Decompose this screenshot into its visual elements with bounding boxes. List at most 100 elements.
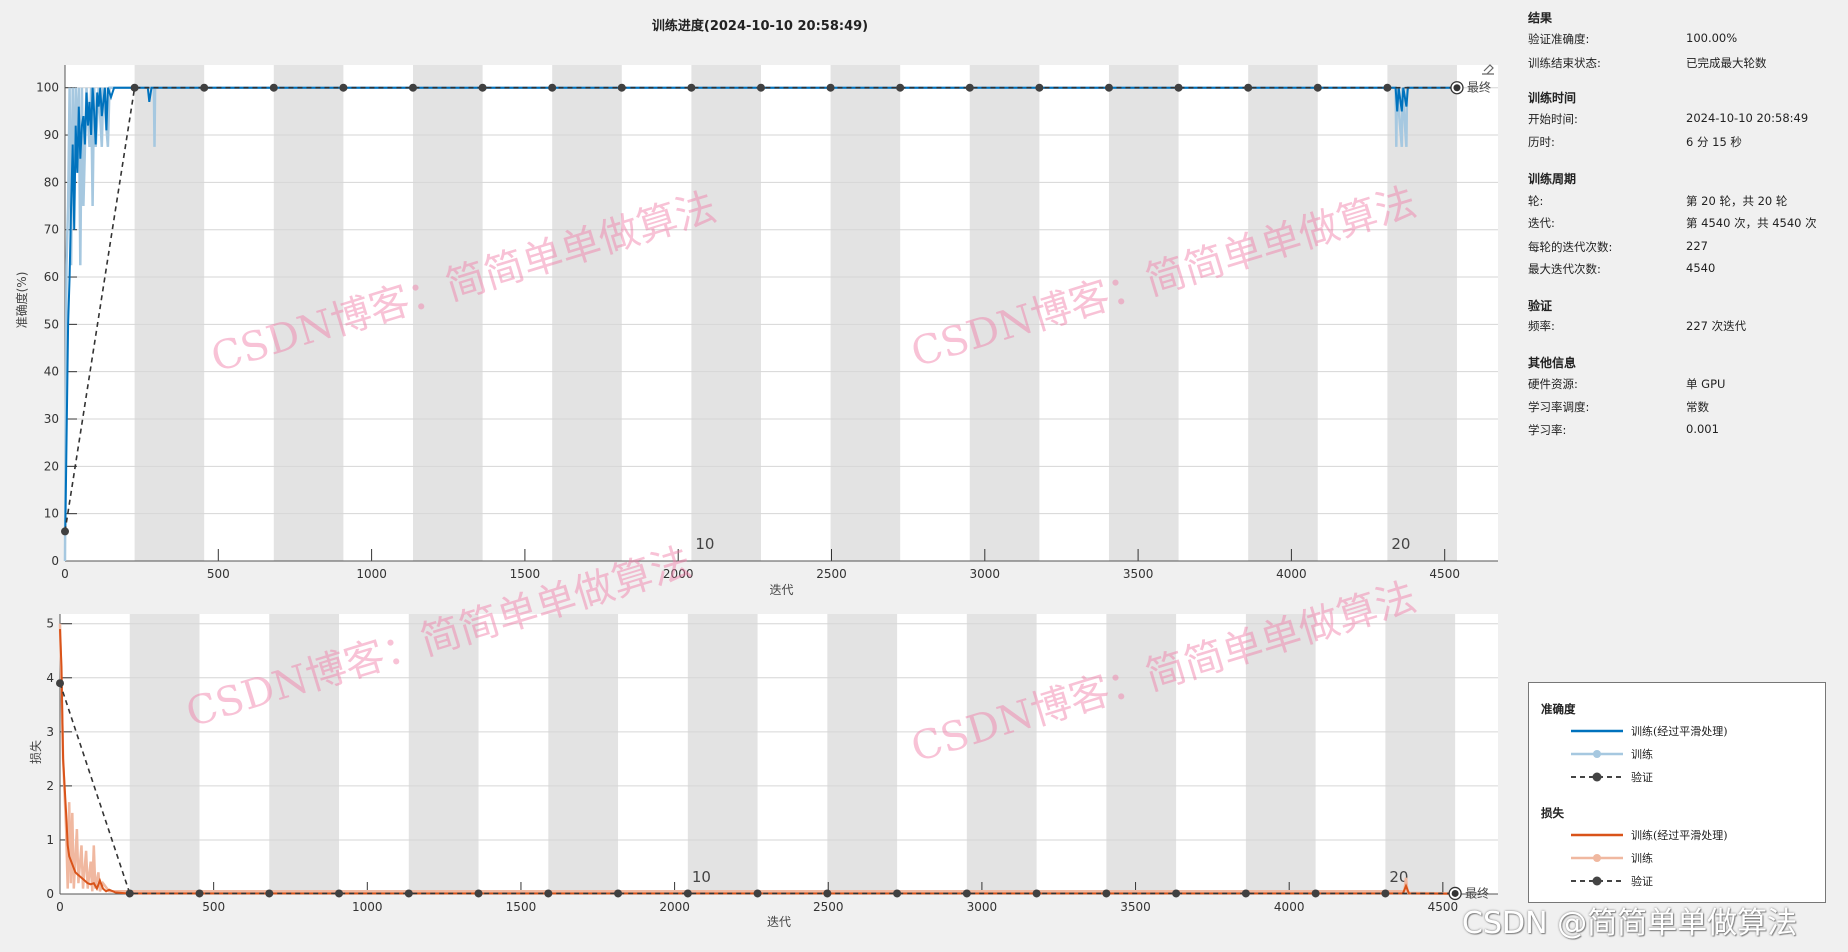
validation-point — [756, 83, 765, 92]
legend-acc-train: 训练 — [1569, 747, 1819, 761]
info-label: 频率: — [1528, 319, 1555, 333]
epoch-band — [408, 614, 479, 894]
epoch-band — [1385, 614, 1456, 894]
x-tick-label: 3500 — [1120, 900, 1151, 914]
smoothed-series-line — [64, 86, 1457, 533]
x-tick-label: 2000 — [659, 900, 690, 914]
epoch-band — [412, 65, 483, 561]
epoch-label: 20 — [1391, 535, 1410, 553]
epoch-band — [129, 614, 200, 894]
validation-point — [826, 83, 835, 92]
info-label: 硬件资源: — [1528, 377, 1578, 391]
validation-point — [1383, 83, 1392, 92]
y-tick-label: 0 — [51, 554, 59, 568]
legend-label: 训练(经过平滑处理) — [1631, 829, 1728, 842]
validation-point — [965, 83, 974, 92]
validation-point — [687, 83, 696, 92]
legend-acc-smoothed: 训练(经过平滑处理) — [1569, 724, 1819, 738]
epoch-band — [966, 614, 1037, 894]
legend: 准确度 训练(经过平滑处理) 训练 验证 损失 训练(经过平滑处理) 训练 验证 — [1528, 682, 1826, 903]
section-heading: 验证 — [1528, 299, 1553, 313]
validation-point — [474, 889, 483, 898]
info-label: 历时: — [1528, 135, 1555, 149]
validation-point — [61, 527, 69, 536]
epoch-label: 10 — [695, 535, 714, 553]
validation-point — [544, 889, 553, 898]
x-tick-label: 1000 — [352, 900, 383, 914]
legend-loss-smoothed: 训练(经过平滑处理) — [1569, 828, 1819, 842]
x-tick-label: 2500 — [813, 900, 844, 914]
validation-point — [893, 889, 902, 898]
info-value: 第 20 轮，共 20 轮 — [1686, 194, 1788, 208]
y-tick-label: 3 — [46, 725, 54, 739]
validation-point — [617, 83, 626, 92]
legend-loss-heading: 损失 — [1541, 806, 1564, 820]
validation-point — [56, 679, 64, 688]
x-tick-label: 0 — [61, 567, 69, 581]
epoch-label: 20 — [1389, 868, 1408, 886]
validation-point — [335, 889, 344, 898]
x-tick-label: 4500 — [1429, 567, 1460, 581]
epoch-band — [552, 65, 622, 561]
section-heading: 训练周期 — [1528, 172, 1577, 186]
validation-point — [753, 889, 762, 898]
validation-point — [125, 889, 134, 898]
final-marker — [1453, 84, 1461, 92]
validation-point — [962, 889, 971, 898]
y-tick-label: 90 — [44, 128, 59, 142]
y-axis-label: 损失 — [28, 740, 43, 764]
validation-point — [1313, 83, 1322, 92]
x-tick-label: 500 — [202, 900, 225, 914]
x-tick-label: 4000 — [1276, 567, 1307, 581]
x-tick-label: 0 — [56, 900, 64, 914]
legend-acc-validation: 验证 — [1569, 770, 1819, 784]
validation-point — [1241, 889, 1250, 898]
info-value: 227 次迭代 — [1686, 319, 1747, 333]
x-tick-label: 3000 — [967, 900, 998, 914]
info-value: 4540 — [1686, 261, 1716, 275]
final-label: 最终 — [1465, 885, 1489, 900]
info-value: 100.00% — [1686, 31, 1738, 45]
final-marker — [1451, 889, 1459, 897]
epoch-band — [134, 65, 205, 561]
validation-point — [195, 889, 204, 898]
epoch-band — [1245, 614, 1316, 894]
epoch-band — [691, 65, 761, 561]
smoothed-series-line — [59, 629, 1456, 895]
epoch-band — [1108, 65, 1179, 561]
legend-loss-validation: 验证 — [1569, 874, 1819, 888]
info-label: 学习率: — [1528, 423, 1567, 437]
legend-label: 训练(经过平滑处理) — [1631, 725, 1728, 738]
info-value: 第 4540 次，共 4540 次 — [1686, 216, 1817, 230]
x-tick-label: 2000 — [663, 567, 694, 581]
x-tick-label: 1000 — [356, 567, 387, 581]
epoch-band — [830, 65, 901, 561]
validation-point — [269, 83, 278, 92]
legend-label: 训练 — [1631, 748, 1653, 761]
info-label: 最大迭代次数: — [1528, 262, 1601, 276]
info-label: 验证准确度: — [1528, 32, 1590, 46]
validation-point — [1104, 83, 1113, 92]
validation-point — [130, 83, 139, 92]
epoch-label: 10 — [692, 868, 711, 886]
info-label: 学习率调度: — [1528, 400, 1590, 414]
y-tick-label: 2 — [46, 779, 54, 793]
y-tick-label: 50 — [44, 317, 59, 331]
y-axis-label: 准确度(%) — [14, 272, 29, 329]
x-tick-label: 500 — [207, 567, 230, 581]
validation-point — [548, 83, 557, 92]
y-tick-label: 4 — [46, 671, 54, 685]
epoch-band — [1106, 614, 1177, 894]
y-tick-label: 5 — [46, 617, 54, 631]
info-value: 0.001 — [1686, 422, 1719, 436]
validation-point — [1174, 83, 1183, 92]
legend-label: 训练 — [1631, 852, 1653, 865]
x-tick-label: 3000 — [970, 567, 1001, 581]
validation-point — [614, 889, 623, 898]
axes-toolbar-icon[interactable] — [1482, 64, 1494, 75]
info-value: 单 GPU — [1686, 377, 1726, 391]
info-value: 6 分 15 秒 — [1686, 135, 1742, 149]
info-value: 227 — [1686, 239, 1708, 253]
info-value: 已完成最大轮数 — [1686, 56, 1767, 70]
